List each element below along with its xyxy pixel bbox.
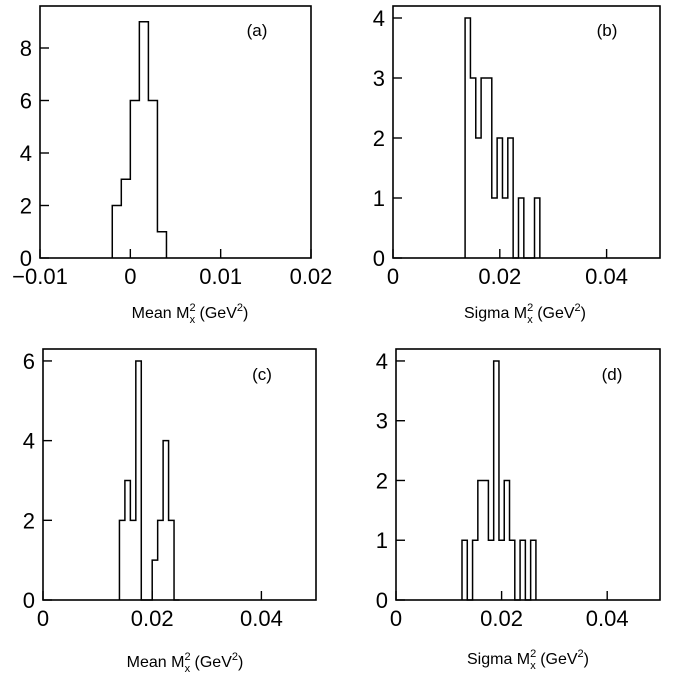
tick-label: 6 [23,349,35,374]
tick-label: 0.02 [480,606,523,631]
tick-label: 0 [373,246,385,271]
tick-label: 0.02 [290,264,333,289]
tick-label: 8 [20,36,32,61]
histogram-series [464,17,541,259]
tick-label: 2 [376,468,388,493]
tick-label: 4 [23,429,35,454]
x-axis-label: Sigma M2 x (GeV2) [464,302,586,326]
tick-label: 4 [376,349,388,374]
tick-label: −0.01 [12,264,68,289]
tick-label: 0 [20,246,32,271]
tick-label: 3 [376,409,388,434]
tick-label: 2 [20,194,32,219]
x-axis-label: Mean M2 x (GeV2) [132,302,249,326]
panel-a: −0.01 0 0.01 0.02 0 2 4 6 8 (a) Mean M2 x… [12,5,333,326]
x-axis-label: Mean M2 x (GeV2) [127,651,244,675]
tick-label: 0 [390,606,402,631]
tick-label: 4 [373,6,385,31]
plot-frame [392,5,661,259]
histogram-series [111,21,168,258]
tick-label: 0.04 [585,264,628,289]
tick-label: 0 [124,264,136,289]
panel-b: 0 0.02 0.04 0 1 2 3 4 (b) Sigma M2 x (GeV… [373,5,661,326]
tick-label: 2 [23,508,35,533]
x-axis-label: Sigma M2 x (GeV2) [467,648,589,672]
tick-label: 0.01 [199,264,242,289]
plot-frame [39,5,312,259]
tick-label: 0 [376,588,388,613]
tick-label: 0 [387,264,399,289]
tick-label: 4 [20,141,32,166]
panel-d: 0 0.02 0.04 0 1 2 3 4 (d) Sigma M2 x (GeV… [376,348,661,672]
tick-label: 0.02 [478,264,521,289]
tick-label: 3 [373,66,385,91]
histogram-series [461,360,537,601]
tick-label: 0 [37,606,49,631]
panel-label: (c) [252,365,272,384]
tick-label: 0 [23,588,35,613]
panel-label: (d) [602,365,623,384]
panel-label: (b) [597,21,618,40]
tick-label: 1 [373,186,385,211]
tick-label: 0.04 [240,606,283,631]
tick-label: 2 [373,126,385,151]
panel-c: 0 0.02 0.04 0 2 4 6 (c) Mean M2 x (GeV2) [23,348,317,675]
histogram-series [118,360,180,601]
tick-label: 0.04 [586,606,629,631]
tick-label: 1 [376,528,388,553]
panel-label: (a) [247,21,268,40]
plot-frame [395,348,661,601]
tick-label: 6 [20,89,32,114]
tick-label: 0.02 [131,606,174,631]
plot-frame [42,348,317,601]
